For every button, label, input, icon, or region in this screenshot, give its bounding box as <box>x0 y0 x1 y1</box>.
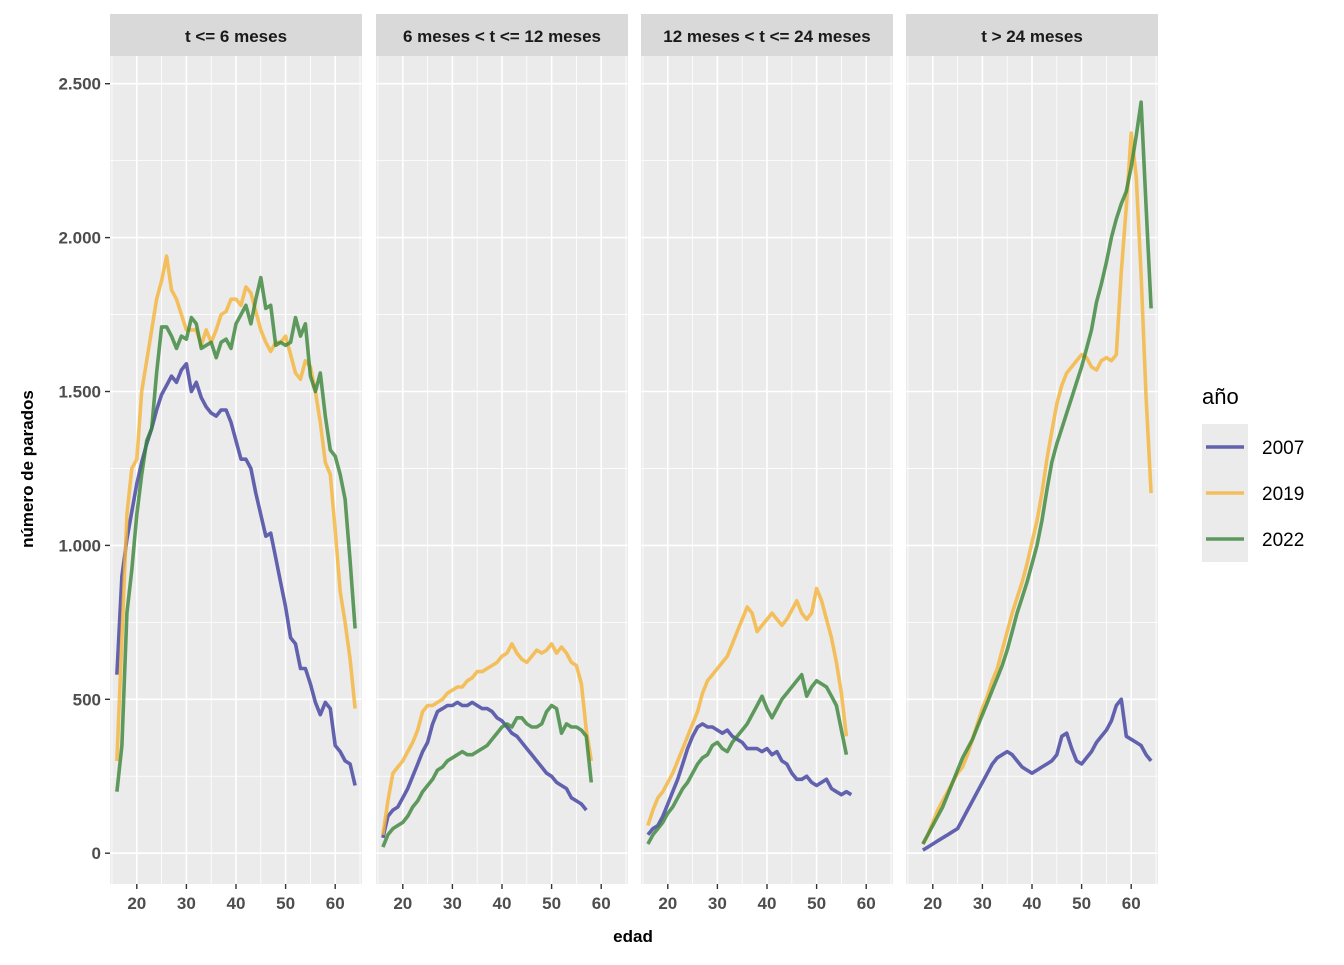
panel-strip-title: t <= 6 meses <box>185 27 287 46</box>
legend: año 2007 2019 2022 <box>1202 384 1304 562</box>
series-line-2022 <box>115 275 357 792</box>
panels-layer: t <= 6 meses 20 30 40 50 60 0 500 1.000 1.500 2.00… <box>58 14 1158 913</box>
series-line-2007 <box>115 362 357 786</box>
series-line-2007 <box>646 722 853 836</box>
x-tick-label: 30 <box>177 894 196 913</box>
panel-strip-title: 6 meses < t <= 12 meses <box>403 27 601 46</box>
y-tick-label: 2.000 <box>58 229 101 248</box>
x-tick-label: 60 <box>857 894 876 913</box>
series-line-2019 <box>381 642 594 836</box>
series-line-2007 <box>921 697 1153 852</box>
panel-strip <box>376 14 628 56</box>
panel-strip-title: t > 24 meses <box>981 27 1083 46</box>
x-tick-label: 50 <box>807 894 826 913</box>
x-tick-label: 50 <box>542 894 561 913</box>
x-axis-title: edad <box>613 927 653 946</box>
series-line-2007 <box>381 700 588 839</box>
x-tick-label: 50 <box>276 894 295 913</box>
series-line-2022 <box>646 672 849 845</box>
legend-label-2019: 2019 <box>1262 484 1304 505</box>
x-tick-label: 60 <box>592 894 611 913</box>
x-tick-label: 30 <box>708 894 727 913</box>
legend-label-2007: 2007 <box>1262 438 1304 459</box>
panel-1: t <= 6 meses 20 30 40 50 60 0 500 1.000 1.500 2.00… <box>58 14 362 913</box>
panel-strip-title: 12 meses < t <= 24 meses <box>663 27 870 46</box>
panel-2: 6 meses < t <= 12 meses 20 30 40 50 60 <box>376 14 628 913</box>
x-tick-label: 40 <box>493 894 512 913</box>
x-tick-label: 20 <box>393 894 412 913</box>
y-tick-label: 2.500 <box>58 75 101 94</box>
y-tick-label: 1.000 <box>58 536 101 555</box>
x-tick-label: 30 <box>443 894 462 913</box>
series-line-2022 <box>921 100 1153 845</box>
x-tick-label: 40 <box>758 894 777 913</box>
y-tick-label: 1.500 <box>58 383 101 402</box>
y-axis-title: número de parados <box>18 390 37 548</box>
y-tick-label: 500 <box>73 690 101 709</box>
legend-title: año <box>1202 384 1239 409</box>
panel-4: t > 24 meses 20 30 40 50 60 <box>906 14 1158 913</box>
x-tick-label: 20 <box>127 894 146 913</box>
y-tick-label: 0 <box>92 844 101 863</box>
series-line-2019 <box>921 131 1153 845</box>
series-line-2022 <box>381 703 594 848</box>
x-tick-label: 20 <box>658 894 677 913</box>
x-tick-label: 40 <box>1023 894 1042 913</box>
x-tick-label: 40 <box>227 894 246 913</box>
x-tick-label: 30 <box>973 894 992 913</box>
panel-strip <box>110 14 362 56</box>
panel-strip <box>906 14 1158 56</box>
x-tick-label: 20 <box>923 894 942 913</box>
x-tick-label: 60 <box>1122 894 1141 913</box>
panel-strip <box>641 14 893 56</box>
x-tick-label: 50 <box>1072 894 1091 913</box>
series-line-2019 <box>646 586 849 827</box>
x-tick-label: 60 <box>326 894 345 913</box>
panel-3: 12 meses < t <= 24 meses 20 30 40 50 60 <box>641 14 893 913</box>
legend-label-2022: 2022 <box>1262 530 1304 551</box>
